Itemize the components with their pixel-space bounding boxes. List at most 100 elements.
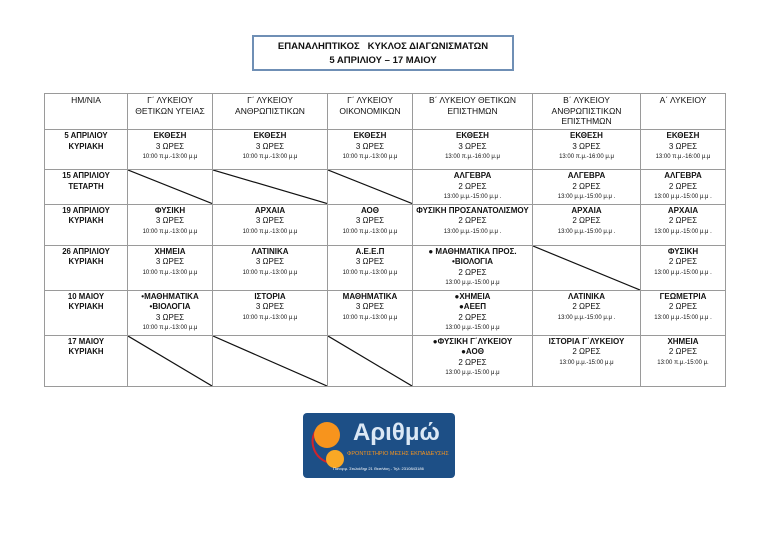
duration: 2 ΩΡΕΣ bbox=[458, 267, 487, 277]
exam-cell: ΛΑΤΙΝΙΚΑ 2 ΩΡΕΣ 13:00 μ.μ.-15:00 μ.μ . bbox=[532, 289, 641, 336]
date-cell: 26 ΑΠΡΙΛΙΟΥ ΚΥΡΙΑΚΗ bbox=[44, 244, 128, 291]
date: 17 ΜΑΙΟΥ bbox=[67, 336, 105, 346]
subject: ΑΡΧΑΙΑ bbox=[571, 205, 602, 215]
subject: ● ΜΑΘΗΜΑΤΙΚΑ ΠΡΟΣ. bbox=[428, 246, 517, 256]
time-range: 10:00 π.μ.-13:00 μ.μ bbox=[242, 269, 298, 276]
subject: ΦΥΣΙΚΗ bbox=[667, 246, 699, 256]
time-range: 13:00 μ.μ.-15:00 μ.μ bbox=[445, 370, 500, 376]
exam-cell: ΕΚΘΕΣΗ 3 ΩΡΕΣ 10:00 π.μ.-13:00 μ.μ bbox=[327, 129, 413, 170]
date: 19 ΑΠΡΙΛΙΟΥ bbox=[62, 205, 110, 215]
diagonal-line bbox=[328, 336, 412, 386]
subject: ΙΣΤΟΡΙΑ Γ΄ΛΥΚΕΙΟΥ bbox=[548, 336, 625, 346]
subject: ΕΚΘΕΣΗ bbox=[353, 131, 387, 140]
logo-name: Αριθμώ bbox=[353, 419, 440, 446]
duration: 3 ΩΡΕΣ bbox=[255, 141, 285, 151]
subject: ΑΡΧΑΙΑ bbox=[667, 205, 699, 215]
subject: ΙΣΤΟΡΙΑ bbox=[254, 291, 286, 301]
diagonal-line bbox=[213, 170, 327, 204]
exam-cell: Α.Ε.Ε.Π 3 ΩΡΕΣ 10:00 π.μ.-13:00 μ.μ bbox=[327, 244, 413, 291]
column-header: Α΄ ΛΥΚΕΙΟΥ bbox=[640, 93, 726, 130]
schedule-table: ΗΜ/ΝΙΑ Γ΄ ΛΥΚΕΙΟΥ ΘΕΤΙΚΩΝ ΥΓΕΙΑΣ Γ΄ ΛΥΚΕΙΟ… bbox=[44, 93, 726, 387]
empty-cell bbox=[532, 244, 641, 291]
subject: ΕΚΘΕΣΗ bbox=[253, 131, 287, 140]
exam-cell: ΑΡΧΑΙΑ 2 ΩΡΕΣ 13:00 μ.μ.-15:00 μ.μ . bbox=[640, 203, 726, 246]
duration: 3 ΩΡΕΣ bbox=[572, 141, 601, 151]
diagonal-line bbox=[328, 170, 412, 204]
exam-cell: ΜΑΘΗΜΑΤΙΚΑ 3 ΩΡΕΣ 10:00 π.μ.-13:00 μ.μ bbox=[327, 289, 413, 336]
time-range: 10:00 π.μ.-13:00 μ.μ bbox=[242, 154, 298, 160]
diagonal-line bbox=[128, 170, 212, 204]
exam-cell: ΧΗΜΕΙΑ 2 ΩΡΕΣ 13:00 π.μ.-15:00 μ. bbox=[640, 334, 726, 387]
subject-2: •ΒΙΟΛΟΓΙΑ bbox=[149, 302, 191, 311]
subject: ●ΧΗΜΕΙΑ bbox=[454, 291, 491, 301]
title-box: ΕΠΑΝΑΛΗΠΤΙΚΟΣ ΚΥΚΛΟΣ ΔΙΑΓΩΝΙΣΜΑΤΩΝ 5 ΑΠΡ… bbox=[252, 35, 514, 71]
time-range: 13:00 μ.μ.-15:00 μ.μ bbox=[445, 280, 500, 286]
exam-cell: ΦΥΣΙΚΗ 3 ΩΡΕΣ 10:00 π.μ.-13:00 μ.μ bbox=[127, 203, 213, 246]
subject: Α.Ε.Ε.Π bbox=[355, 246, 385, 256]
table-row: 10 ΜΑΙΟΥ ΚΥΡΙΑΚΗ •ΜΑΘΗΜΑΤΙΚΑ •ΒΙΟΛΟΓΙΑ 3 ΩΡΕ… bbox=[44, 289, 726, 336]
column-header: Γ΄ ΛΥΚΕΙΟΥ ΑΝΘΡΩΠΙΣΤΙΚΩΝ bbox=[212, 93, 328, 130]
table-row: 15 ΑΠΡΙΛΙΟΥ ΤΕΤΑΡΤΗ ΑΛΓΕΒΡΑ 2 ΩΡΕΣ 13:00 μ.μ… bbox=[44, 169, 726, 205]
exam-cell: ΕΚΘΕΣΗ 3 ΩΡΕΣ 13:00 π.μ.-16:00 μ.μ bbox=[640, 129, 726, 170]
logo: Αριθμώ ΦΡΟΝΤΙΣΤΗΡΙΟ ΜΕΣΗΣ ΕΚΠΑΙΔΕΥΣΗΣ Πα… bbox=[303, 413, 455, 478]
time-range: 10:00 π.μ.-13:00 μ.μ bbox=[342, 228, 398, 235]
duration: 3 ΩΡΕΣ bbox=[355, 302, 385, 311]
exam-cell: ΛΑΤΙΝΙΚΑ 3 ΩΡΕΣ 10:00 π.μ.-13:00 μ.μ bbox=[212, 244, 328, 291]
time-range: 13:00 π.μ.-16:00 μ.μ bbox=[445, 154, 500, 160]
exam-cell: ΑΡΧΑΙΑ 2 ΩΡΕΣ 13:00 μ.μ.-15:00 μ.μ . bbox=[532, 203, 641, 246]
time-range: 13:00 π.μ.-16:00 μ.μ bbox=[655, 154, 711, 160]
duration: 2 ΩΡΕΣ bbox=[572, 302, 601, 311]
empty-cell bbox=[127, 169, 213, 205]
duration: 2 ΩΡΕΣ bbox=[668, 216, 698, 225]
duration: 3 ΩΡΕΣ bbox=[458, 141, 487, 151]
exam-cell: ΦΥΣΙΚΗ ΠΡΟΣΑΝΑΤΟΛΙΣΜΟΥ 2 ΩΡΕΣ 13:00 μ.μ.-1… bbox=[412, 203, 533, 246]
subject-2: •ΒΙΟΛΟΓΙΑ bbox=[452, 257, 493, 266]
table-row: 19 ΑΠΡΙΛΙΟΥ ΚΥΡΙΑΚΗ ΦΥΣΙΚΗ 3 ΩΡΕΣ 10:00 π.μ.… bbox=[44, 203, 726, 246]
time-range: 13:00 μ.μ.-15:00 μ.μ . bbox=[557, 228, 616, 235]
exam-cell: ΕΚΘΕΣΗ 3 ΩΡΕΣ 10:00 π.μ.-13:00 μ.μ bbox=[212, 129, 328, 170]
duration: 2 ΩΡΕΣ bbox=[668, 181, 698, 191]
exam-cell: ΙΣΤΟΡΙΑ Γ΄ΛΥΚΕΙΟΥ 2 ΩΡΕΣ 13:00 μ.μ.-15:00 … bbox=[532, 334, 641, 387]
duration: 3 ΩΡΕΣ bbox=[255, 216, 285, 225]
title-line-2: 5 ΑΠΡΙΛΙΟΥ – 17 ΜΑΙΟΥ bbox=[329, 55, 437, 66]
duration: 3 ΩΡΕΣ bbox=[255, 302, 285, 311]
day: ΚΥΡΙΑΚΗ bbox=[68, 257, 104, 266]
time-range: 10:00 π.μ.-13:00 μ.μ bbox=[242, 228, 298, 235]
column-header: ΗΜ/ΝΙΑ bbox=[44, 93, 128, 130]
exam-cell: ΑΛΓΕΒΡΑ 2 ΩΡΕΣ 13:00 μ.μ.-15:00 μ.μ . bbox=[640, 169, 726, 205]
duration: 2 ΩΡΕΣ bbox=[458, 216, 487, 225]
subject: ΑΟΘ bbox=[360, 205, 379, 215]
subject: ΜΑΘΗΜΑΤΙΚΑ bbox=[342, 291, 398, 301]
subject: ΕΚΘΕΣΗ bbox=[570, 131, 603, 140]
time-range: 13:00 μ.μ.-15:00 μ.μ . bbox=[557, 194, 616, 200]
date: 5 ΑΠΡΙΛΙΟΥ bbox=[64, 131, 108, 140]
subject: ΑΛΓΕΒΡΑ bbox=[453, 171, 492, 180]
exam-cell: ΑΡΧΑΙΑ 3 ΩΡΕΣ 10:00 π.μ.-13:00 μ.μ bbox=[212, 203, 328, 246]
subject: ΕΚΘΕΣΗ bbox=[153, 131, 187, 140]
exam-cell: ΙΣΤΟΡΙΑ 3 ΩΡΕΣ 10:00 π.μ.-13:00 μ.μ bbox=[212, 289, 328, 336]
diagonal-line bbox=[213, 336, 327, 386]
duration: 3 ΩΡΕΣ bbox=[355, 216, 385, 225]
time-range: 10:00 π.μ.-13:00 μ.μ bbox=[242, 314, 298, 321]
date-cell: 17 ΜΑΙΟΥ ΚΥΡΙΑΚΗ bbox=[44, 334, 128, 387]
exam-cell: ΕΚΘΕΣΗ 3 ΩΡΕΣ 13:00 π.μ.-16:00 μ.μ bbox=[532, 129, 641, 170]
exam-cell: ●ΧΗΜΕΙΑ ●ΑΕΕΠ 2 ΩΡΕΣ 13:00 μ.μ.-15:00 μ.μ bbox=[412, 289, 533, 336]
time-range: 10:00 π.μ.-13:00 μ.μ bbox=[142, 325, 198, 331]
column-header: Β΄ ΛΥΚΕΙΟΥ ΘΕΤΙΚΩΝ ΕΠΙΣΤΗΜΩΝ bbox=[412, 93, 533, 130]
time-range: 13:00 μ.μ.-15:00 μ.μ bbox=[445, 325, 500, 331]
subject: ΕΚΘΕΣΗ bbox=[666, 131, 700, 140]
day: ΚΥΡΙΑΚΗ bbox=[68, 347, 104, 356]
time-range: 10:00 π.μ.-13:00 μ.μ bbox=[342, 269, 398, 276]
empty-cell bbox=[327, 169, 413, 205]
exam-cell: ΕΚΘΕΣΗ 3 ΩΡΕΣ 13:00 π.μ.-16:00 μ.μ bbox=[412, 129, 533, 170]
time-range: 13:00 μ.μ.-15:00 μ.μ . bbox=[443, 228, 502, 235]
logo-sphere-large bbox=[314, 422, 340, 448]
duration: 3 ΩΡΕΣ bbox=[155, 257, 185, 266]
date: 26 ΑΠΡΙΛΙΟΥ bbox=[62, 246, 110, 256]
subject: •ΜΑΘΗΜΑΤΙΚΑ bbox=[141, 291, 199, 301]
exam-cell: ● ΜΑΘΗΜΑΤΙΚΑ ΠΡΟΣ. •ΒΙΟΛΟΓΙΑ 2 ΩΡΕΣ 13:00 μ… bbox=[412, 244, 533, 291]
subject-2: ●ΑΕΕΠ bbox=[458, 302, 487, 311]
table-row: 5 ΑΠΡΙΛΙΟΥ ΚΥΡΙΑΚΗ ΕΚΘΕΣΗ 3 ΩΡΕΣ 10:00 π.μ.-… bbox=[44, 129, 726, 170]
subject: ΕΚΘΕΣΗ bbox=[456, 131, 489, 140]
exam-cell: ΧΗΜΕΙΑ 3 ΩΡΕΣ 10:00 π.μ.-13:00 μ.μ bbox=[127, 244, 213, 291]
